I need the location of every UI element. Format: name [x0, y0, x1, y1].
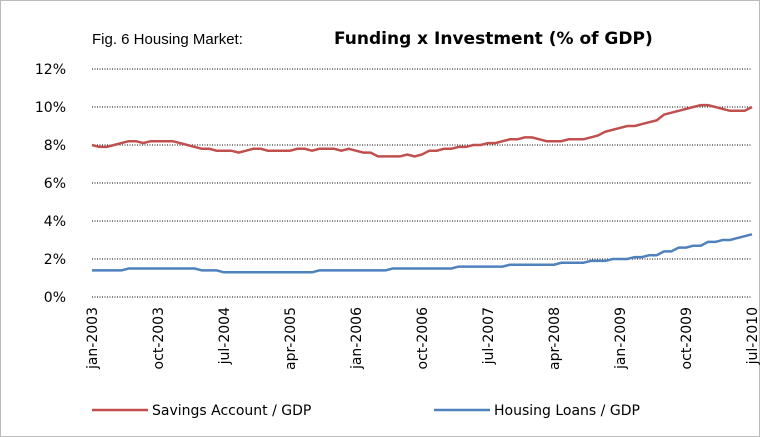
x-tick-label: jul-2010 — [745, 307, 760, 365]
x-tick-label: jan-2006 — [349, 307, 365, 370]
legend-label: Housing Loans / GDP — [494, 403, 640, 419]
y-tick-label: 0% — [44, 290, 66, 306]
x-tick-label: apr-2008 — [547, 307, 563, 370]
x-tick-label: jan-2003 — [85, 307, 101, 370]
x-tick-label: jan-2009 — [613, 307, 629, 370]
y-tick-label: 2% — [44, 252, 66, 268]
y-tick-label: 6% — [44, 176, 66, 192]
chart-title: Fig. 6 Housing Market: — [92, 31, 243, 48]
chart-title-main: Funding x Investment (% of GDP) — [334, 29, 653, 49]
data-line — [91, 103, 753, 158]
legend-label: Savings Account / GDP — [152, 403, 311, 419]
y-tick-label: 4% — [44, 214, 66, 230]
x-tick-label: oct-2009 — [679, 307, 695, 369]
x-tick-label: oct-2003 — [151, 307, 167, 369]
data-line — [92, 233, 753, 274]
x-tick-label: jul-2004 — [217, 307, 233, 365]
x-tick-label: oct-2006 — [415, 307, 431, 370]
y-tick-label: 12% — [35, 62, 66, 78]
y-tick-label: 8% — [44, 138, 66, 154]
x-tick-label: jul-2007 — [481, 307, 497, 365]
y-tick-label: 10% — [35, 100, 66, 116]
x-tick-label: apr-2005 — [283, 307, 299, 370]
